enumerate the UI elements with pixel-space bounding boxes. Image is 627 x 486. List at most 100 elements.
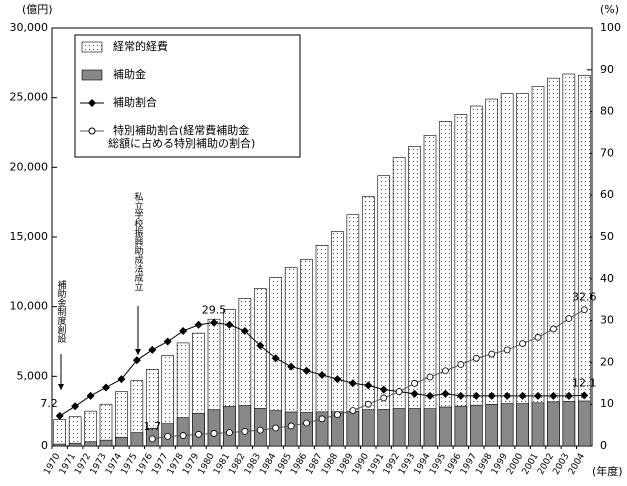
bar	[392, 408, 406, 447]
marker	[256, 341, 265, 350]
marker	[241, 427, 249, 435]
marker	[256, 426, 264, 434]
x-axis-label: (年度)	[592, 464, 623, 478]
marker	[580, 391, 589, 400]
bar	[516, 403, 529, 447]
marker	[565, 315, 573, 322]
marker	[287, 362, 296, 371]
marker	[132, 356, 141, 365]
marker	[164, 432, 172, 440]
legend-label: 経常的経費	[113, 39, 168, 53]
y2-tick-label: 90	[600, 63, 614, 76]
y2-axis-label: (%)	[600, 3, 619, 16]
y-tick-label: 30,000	[10, 21, 49, 34]
legend-marker	[88, 127, 96, 135]
marker	[564, 391, 573, 400]
y-axis-label: (億円)	[22, 3, 53, 16]
bar	[469, 404, 483, 447]
bar	[408, 408, 421, 447]
data-label: 29.5	[202, 304, 227, 317]
data-label: 12.1	[572, 376, 597, 389]
data-label: 1.7	[144, 420, 162, 433]
marker	[456, 391, 465, 400]
marker	[102, 383, 110, 392]
marker	[426, 373, 434, 381]
marker	[364, 381, 373, 390]
bar	[439, 406, 452, 447]
bar	[500, 403, 514, 447]
bar	[392, 157, 406, 447]
bar	[99, 439, 113, 447]
bar	[577, 75, 591, 447]
bar	[423, 408, 437, 447]
marker	[442, 367, 449, 375]
marker	[179, 432, 187, 439]
bar	[53, 443, 67, 447]
marker	[472, 391, 481, 400]
y-tick-label: 0	[41, 439, 48, 452]
marker	[148, 435, 156, 443]
marker	[395, 388, 403, 396]
marker	[534, 391, 542, 400]
marker	[272, 424, 280, 432]
y2-tick-label: 0	[600, 439, 607, 452]
bar	[207, 409, 221, 447]
data-label: 7.2	[40, 397, 58, 410]
bar	[176, 417, 190, 447]
y-tick-label: 5,000	[17, 369, 49, 382]
marker	[333, 375, 342, 384]
marker	[86, 391, 95, 400]
marker	[379, 385, 388, 394]
marker	[334, 411, 341, 419]
marker	[348, 379, 357, 388]
bar	[562, 73, 576, 447]
bar	[454, 405, 468, 447]
marker	[457, 361, 465, 368]
bar	[68, 416, 82, 447]
marker	[194, 320, 203, 329]
y2-tick-label: 80	[600, 105, 614, 118]
marker	[318, 370, 326, 379]
marker	[503, 391, 512, 400]
legend-swatch	[81, 69, 103, 81]
marker	[163, 337, 172, 346]
legend-label: 補助金	[113, 67, 146, 81]
marker	[225, 320, 234, 329]
legend-swatch	[81, 41, 103, 53]
legend-label: 補助割合	[113, 95, 157, 109]
y2-tick-label: 10	[600, 397, 614, 410]
bar	[192, 412, 205, 447]
marker	[240, 327, 249, 336]
data-label: 32.6	[572, 291, 597, 304]
marker	[503, 346, 511, 354]
y-tick-label: 15,000	[10, 230, 49, 243]
bar	[361, 196, 375, 447]
marker	[441, 389, 450, 398]
marker	[179, 327, 188, 336]
bar	[408, 146, 421, 447]
y2-tick-label: 20	[600, 355, 614, 368]
y-tick-label: 10,000	[10, 300, 49, 313]
bar	[377, 175, 391, 447]
bar	[577, 400, 591, 447]
marker	[117, 375, 126, 384]
marker	[287, 422, 295, 430]
marker	[426, 391, 434, 400]
marker	[71, 402, 80, 411]
x-tick-label: 2004	[567, 452, 587, 477]
marker	[410, 389, 419, 398]
marker	[488, 350, 496, 358]
bar	[99, 403, 113, 447]
bar	[361, 409, 375, 447]
marker	[148, 345, 157, 354]
annotation: 補助金制度創設	[56, 279, 67, 344]
marker	[364, 400, 372, 408]
bar	[346, 411, 360, 447]
annotation-arrowhead	[58, 384, 64, 390]
bar	[84, 410, 97, 447]
marker	[519, 340, 526, 347]
annotation-arrowhead	[135, 349, 141, 355]
marker	[318, 415, 326, 423]
marker	[518, 391, 527, 400]
